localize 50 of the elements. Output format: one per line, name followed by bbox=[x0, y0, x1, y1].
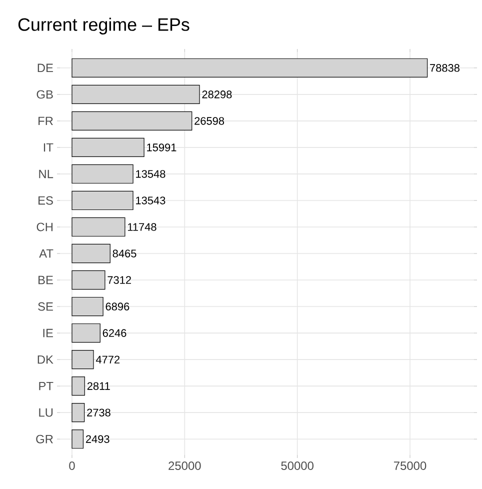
bar bbox=[72, 270, 106, 290]
y-tick-label: DK bbox=[38, 355, 54, 364]
data-label: 13548 bbox=[136, 170, 166, 178]
data-label: 13543 bbox=[136, 196, 166, 204]
x-tick-label: 75000 bbox=[394, 462, 426, 470]
data-label: 7312 bbox=[108, 276, 131, 284]
y-tick-label: CH bbox=[36, 222, 52, 232]
data-label: 4772 bbox=[96, 356, 120, 364]
y-tick-label: NL bbox=[39, 170, 54, 178]
bar bbox=[72, 217, 126, 237]
bar bbox=[72, 84, 200, 104]
bar bbox=[72, 111, 192, 131]
data-label: 28298 bbox=[202, 90, 232, 98]
bar bbox=[72, 164, 134, 184]
y-tick-label: BE bbox=[38, 276, 53, 284]
data-label: 2738 bbox=[87, 408, 110, 416]
bar bbox=[72, 323, 100, 343]
x-tick-label: 25000 bbox=[168, 462, 201, 470]
bar bbox=[72, 296, 104, 316]
y-tick-label: DE bbox=[38, 64, 53, 72]
y-tick-label: ES bbox=[38, 196, 53, 205]
bar bbox=[72, 58, 428, 78]
data-label: 15991 bbox=[147, 144, 176, 152]
y-tick-label: PT bbox=[39, 382, 54, 390]
bar bbox=[72, 244, 110, 264]
bar bbox=[72, 376, 85, 396]
data-label: 6246 bbox=[102, 329, 126, 337]
y-tick-label: GR bbox=[36, 434, 53, 444]
bar bbox=[72, 350, 94, 370]
bar bbox=[72, 190, 134, 210]
x-tick-label: 0 bbox=[69, 462, 75, 470]
data-label: 26598 bbox=[194, 117, 224, 125]
y-tick-label: SE bbox=[38, 302, 53, 311]
x-tick-label: 50000 bbox=[281, 462, 314, 470]
data-label: 11748 bbox=[128, 223, 156, 231]
data-label: 78838 bbox=[430, 64, 460, 72]
y-tick-label: FR bbox=[38, 116, 53, 126]
y-tick-label: IT bbox=[44, 143, 54, 152]
data-label: 2493 bbox=[86, 435, 110, 443]
bar bbox=[72, 430, 84, 449]
data-label: 2811 bbox=[87, 382, 110, 390]
bar bbox=[72, 402, 85, 422]
y-tick-label: LU bbox=[39, 408, 53, 417]
chart-title: Current regime – EPs bbox=[18, 18, 190, 34]
data-label: 8465 bbox=[112, 250, 136, 258]
data-label: 6896 bbox=[106, 302, 130, 310]
y-tick-label: GB bbox=[36, 90, 53, 99]
bar bbox=[72, 138, 144, 158]
y-tick-label: IE bbox=[43, 328, 53, 338]
y-tick-label: AT bbox=[39, 249, 54, 258]
